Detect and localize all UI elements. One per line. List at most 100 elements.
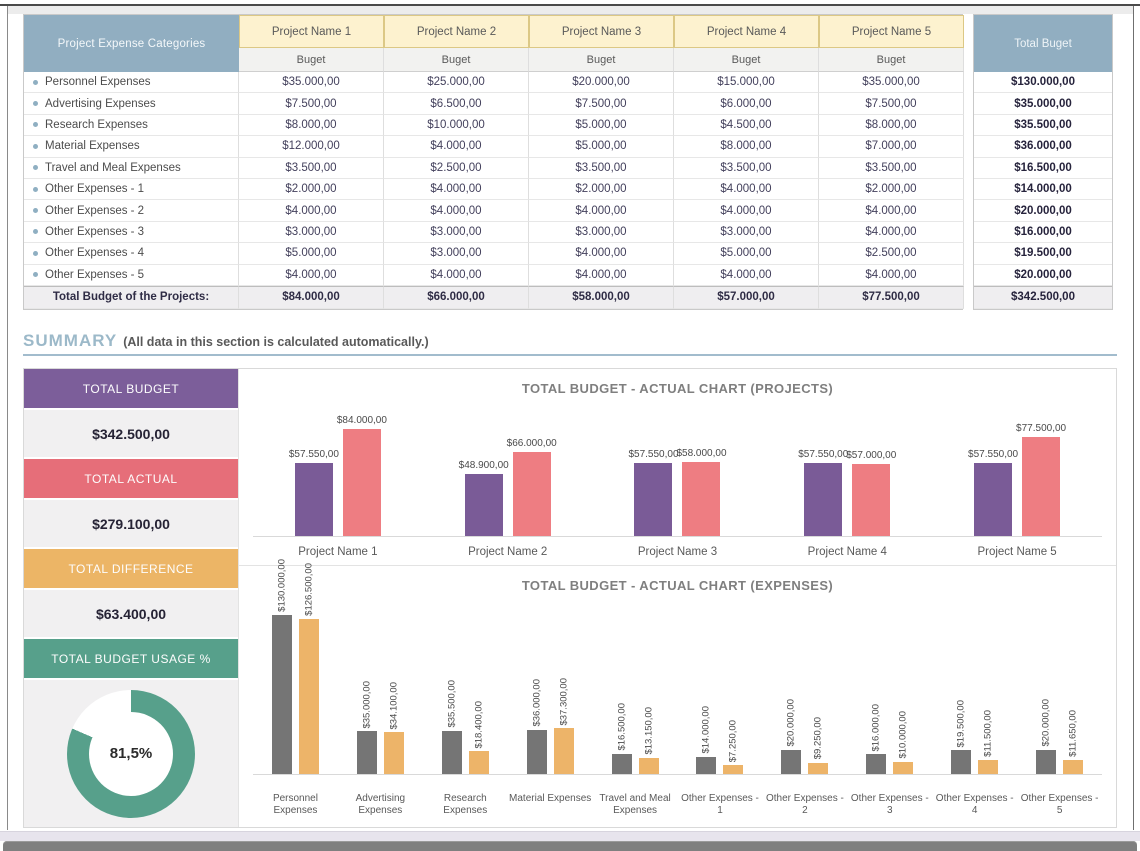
category-cell[interactable]: Other Expenses - 2 xyxy=(24,200,239,222)
amount-cell[interactable]: $4.000,00 xyxy=(819,200,964,222)
bar: $20.000,00 xyxy=(781,699,802,774)
total-row-amount-cell[interactable]: $58.000,00 xyxy=(529,285,674,309)
amount-cell[interactable]: $2.000,00 xyxy=(819,178,964,201)
amount-cell[interactable]: $4.000,00 xyxy=(674,264,819,286)
amount-cell[interactable]: $3.500,00 xyxy=(529,157,674,179)
sheet-top-margin xyxy=(8,6,1133,14)
row-total-cell[interactable]: $20.000,00 xyxy=(974,200,1112,222)
amount-cell[interactable]: $3.500,00 xyxy=(239,157,384,179)
amount-cell[interactable]: $4.000,00 xyxy=(384,136,529,158)
row-total-cell[interactable]: $130.000,00 xyxy=(974,72,1112,94)
category-cell[interactable]: Travel and Meal Expenses xyxy=(24,157,239,179)
chart-expenses: TOTAL BUDGET - ACTUAL CHART (EXPENSES) $… xyxy=(239,559,1116,827)
total-row-amount-cell[interactable]: $77.500,00 xyxy=(819,285,964,309)
bar: $20.000,00 xyxy=(1036,699,1057,774)
amount-cell[interactable]: $4.000,00 xyxy=(819,264,964,286)
amount-cell[interactable]: $8.000,00 xyxy=(239,114,384,137)
amount-cell[interactable]: $12.000,00 xyxy=(239,136,384,158)
grand-total-cell[interactable]: $342.500,00 xyxy=(974,285,1112,309)
bar: $48.900,00 xyxy=(459,460,509,536)
amount-cell[interactable]: $35.000,00 xyxy=(819,72,964,94)
bar-value-label: $20.000,00 xyxy=(785,698,797,747)
row-total-cell[interactable]: $16.500,00 xyxy=(974,158,1112,179)
amount-cell[interactable]: $5.000,00 xyxy=(239,243,384,265)
amount-cell[interactable]: $4.000,00 xyxy=(384,264,529,286)
amount-cell[interactable]: $7.500,00 xyxy=(239,93,384,115)
amount-cell[interactable]: $4.000,00 xyxy=(384,200,529,222)
row-total-cell[interactable]: $14.000,00 xyxy=(974,179,1112,201)
amount-cell[interactable]: $7.000,00 xyxy=(819,136,964,158)
amount-cell[interactable]: $4.000,00 xyxy=(384,178,529,201)
amount-cell[interactable]: $4.000,00 xyxy=(819,221,964,244)
bar-value-label: $19.500,00 xyxy=(955,699,967,748)
amount-cell[interactable]: $3.000,00 xyxy=(239,221,384,244)
project-column-header: Project Name 4 xyxy=(674,15,819,48)
row-total-cell[interactable]: $35.500,00 xyxy=(974,115,1112,137)
budget-usage-card: 81,5% xyxy=(24,680,238,827)
amount-cell[interactable]: $10.000,00 xyxy=(384,114,529,137)
amount-cell[interactable]: $3.000,00 xyxy=(384,221,529,244)
amount-cell[interactable]: $3.000,00 xyxy=(674,221,819,244)
row-total-cell[interactable]: $36.000,00 xyxy=(974,136,1112,158)
amount-cell[interactable]: $4.000,00 xyxy=(529,200,674,222)
amount-cell[interactable]: $4.000,00 xyxy=(674,178,819,201)
row-total-cell[interactable]: $16.000,00 xyxy=(974,222,1112,244)
category-cell[interactable]: Other Expenses - 1 xyxy=(24,178,239,201)
total-row-amount-cell[interactable]: $57.000,00 xyxy=(674,285,819,309)
amount-cell[interactable]: $6.500,00 xyxy=(384,93,529,115)
amount-cell[interactable]: $5.000,00 xyxy=(529,114,674,137)
horizontal-scrollbar-thumb[interactable] xyxy=(3,841,1137,851)
bar: $11.650,00 xyxy=(1063,710,1084,774)
amount-cell[interactable]: $4.000,00 xyxy=(529,264,674,286)
category-cell[interactable]: Other Expenses - 5 xyxy=(24,264,239,286)
amount-cell[interactable]: $25.000,00 xyxy=(384,72,529,94)
amount-cell[interactable]: $2.500,00 xyxy=(819,243,964,265)
row-total-cell[interactable]: $35.000,00 xyxy=(974,93,1112,115)
bar: $11.500,00 xyxy=(978,710,999,774)
bar-value-label: $36.000,00 xyxy=(531,679,543,727)
amount-cell[interactable]: $6.000,00 xyxy=(674,93,819,115)
total-row-amount-cell[interactable]: $84.000,00 xyxy=(239,285,384,309)
category-cell[interactable]: Research Expenses xyxy=(24,114,239,137)
amount-cell[interactable]: $15.000,00 xyxy=(674,72,819,94)
amount-cell[interactable]: $2.500,00 xyxy=(384,157,529,179)
total-row-amount-cell[interactable]: $66.000,00 xyxy=(384,285,529,309)
amount-cell[interactable]: $8.000,00 xyxy=(819,114,964,137)
category-cell[interactable]: Advertising Expenses xyxy=(24,93,239,115)
amount-cell[interactable]: $3.500,00 xyxy=(819,157,964,179)
row-total-cell[interactable]: $19.500,00 xyxy=(974,243,1112,265)
amount-cell[interactable]: $3.000,00 xyxy=(529,221,674,244)
amount-cell[interactable]: $2.000,00 xyxy=(239,178,384,201)
bar: $84.000,00 xyxy=(337,415,387,536)
summary-card-header: TOTAL BUDGET USAGE % xyxy=(24,639,238,678)
amount-cell[interactable]: $7.500,00 xyxy=(819,93,964,115)
amount-cell[interactable]: $3.500,00 xyxy=(674,157,819,179)
amount-cell[interactable]: $4.000,00 xyxy=(239,200,384,222)
horizontal-scrollbar-track[interactable] xyxy=(0,831,1140,841)
amount-cell[interactable]: $8.000,00 xyxy=(674,136,819,158)
category-cell[interactable]: Other Expenses - 4 xyxy=(24,243,239,265)
category-cell[interactable]: Personnel Expenses xyxy=(24,72,239,94)
amount-cell[interactable]: $4.000,00 xyxy=(239,264,384,286)
amount-cell[interactable]: $2.000,00 xyxy=(529,178,674,201)
category-cell[interactable]: Material Expenses xyxy=(24,136,239,158)
category-cell[interactable]: Other Expenses - 3 xyxy=(24,221,239,244)
chart-expenses-plot: $130.000,00 $126.500,00 $35.000,00 $34.100,… xyxy=(253,559,1102,775)
amount-cell[interactable]: $20.000,00 xyxy=(529,72,674,94)
amount-cell[interactable]: $5.000,00 xyxy=(529,136,674,158)
amount-cell[interactable]: $3.000,00 xyxy=(384,243,529,265)
bullet-icon xyxy=(33,79,38,85)
amount-cell[interactable]: $4.000,00 xyxy=(529,243,674,265)
amount-cell[interactable]: $35.000,00 xyxy=(239,72,384,94)
bar: $19.500,00 xyxy=(951,700,972,774)
amount-cell[interactable]: $4.500,00 xyxy=(674,114,819,137)
summary-card-value: $342.500,00 xyxy=(24,410,238,457)
amount-cell[interactable]: $4.000,00 xyxy=(674,200,819,222)
amount-cell[interactable]: $5.000,00 xyxy=(674,243,819,265)
x-axis-label: Advertising Expenses xyxy=(355,793,406,816)
amount-cell[interactable]: $7.500,00 xyxy=(529,93,674,115)
row-total-cell[interactable]: $20.000,00 xyxy=(974,265,1112,286)
category-label: Other Expenses - 4 xyxy=(45,247,145,260)
bar-value-label: $13.150,00 xyxy=(643,707,655,755)
bar: $16.000,00 xyxy=(866,704,887,774)
